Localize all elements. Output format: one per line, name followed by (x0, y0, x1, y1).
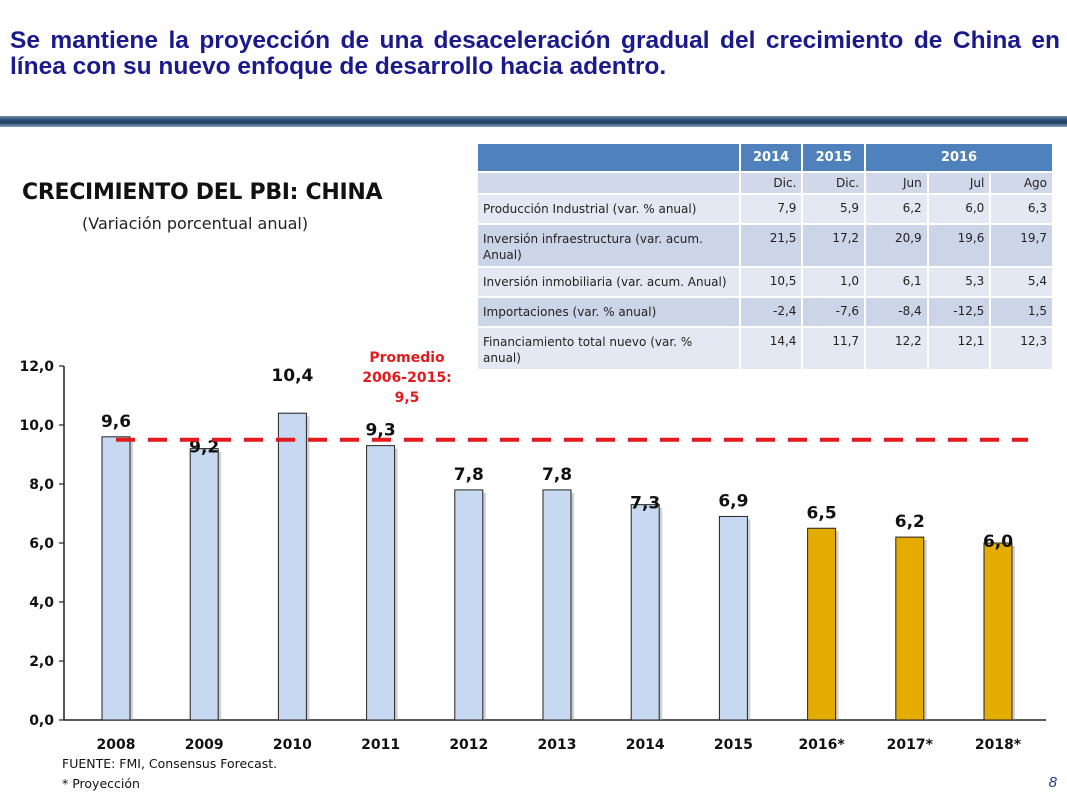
page-number: 8 (1048, 774, 1057, 791)
table-row-label: Inversión inmobiliaria (var. acum. Anual… (478, 268, 739, 296)
x-tick-label: 2011 (361, 737, 400, 753)
table-cell: 10,5 (740, 268, 802, 296)
bar-value-label: 9,3 (366, 421, 396, 441)
y-tick-label: 6,0 (29, 536, 54, 552)
table-header-blank (478, 144, 739, 171)
bar-value-label: 7,3 (630, 494, 660, 514)
table-cell: 5,3 (928, 268, 990, 296)
table-cell: 19,6 (928, 225, 990, 266)
y-tick-label: 0,0 (29, 713, 54, 729)
table-year-header: 2016 (866, 144, 1052, 171)
x-tick-label: 2012 (449, 737, 488, 753)
table-year-header: 2014 (740, 144, 802, 171)
table-cell: 6,0 (928, 195, 990, 223)
chart-title: CRECIMIENTO DEL PBI: CHINA (22, 180, 383, 205)
bar-value-label: 7,8 (542, 465, 572, 485)
table-cell: 12,1 (928, 328, 990, 369)
table-cell: 12,2 (866, 328, 927, 369)
table-cell: 1,5 (991, 298, 1052, 326)
table-period-header: Jun (866, 173, 927, 193)
bar (807, 527, 837, 721)
x-tick-label: 2015 (714, 737, 753, 753)
table-cell: 14,4 (740, 328, 802, 369)
table-row-label: Producción Industrial (var. % anual) (478, 195, 739, 223)
table-cell: 7,9 (740, 195, 802, 223)
header-divider (0, 116, 1067, 127)
table-cell: -12,5 (928, 298, 990, 326)
bar-value-label: 6,5 (807, 503, 837, 523)
table-cell: 12,3 (991, 328, 1052, 369)
table-period-header-row: Dic. Dic. Jun Jul Ago (478, 173, 1052, 193)
table-cell: -2,4 (740, 298, 802, 326)
table-cell: 11,7 (803, 328, 865, 369)
bar-value-label: 10,4 (271, 366, 313, 386)
table-cell: 21,5 (740, 225, 802, 266)
bar-value-label: 9,2 (189, 438, 219, 458)
table-cell: 6,3 (991, 195, 1052, 223)
table-cell: 6,2 (866, 195, 927, 223)
x-tick-label: 2010 (273, 737, 312, 753)
table-cell: -7,6 (803, 298, 865, 326)
bar (189, 448, 219, 721)
y-tick-label: 12,0 (19, 359, 54, 375)
y-tick-label: 8,0 (29, 477, 54, 493)
y-tick-label: 4,0 (29, 595, 54, 611)
x-tick-label: 2013 (538, 737, 577, 753)
table-row-label: Importaciones (var. % anual) (478, 298, 739, 326)
table-cell: -8,4 (866, 298, 927, 326)
bar (895, 536, 925, 721)
bar-value-label: 6,2 (895, 512, 925, 532)
table-row-label: Inversión infraestructura (var. acum. An… (478, 225, 739, 266)
page-title: Se mantiene la proyección de una desacel… (10, 27, 1060, 80)
bar (542, 489, 572, 721)
average-annotation: 9,5 (395, 390, 420, 406)
y-tick-label: 2,0 (29, 654, 54, 670)
x-tick-label: 2009 (185, 737, 224, 753)
bar (630, 504, 660, 721)
table-cell: 6,1 (866, 268, 927, 296)
x-tick-label: 2016* (798, 737, 845, 753)
x-tick-label: 2017* (887, 737, 934, 753)
projection-note: * Proyección (62, 776, 140, 791)
bar-value-label: 6,0 (983, 532, 1013, 552)
table-period-header: Ago (991, 173, 1052, 193)
table-cell: 5,4 (991, 268, 1052, 296)
table-period-header: Jul (928, 173, 990, 193)
table-period-header: Dic. (740, 173, 802, 193)
table-row: Financiamiento total nuevo (var. % anual… (478, 328, 1052, 369)
table-row-label: Financiamiento total nuevo (var. % anual… (478, 328, 739, 369)
y-tick-label: 10,0 (19, 418, 54, 434)
table-year-header: 2015 (803, 144, 865, 171)
x-tick-label: 2014 (626, 737, 665, 753)
bar (366, 445, 396, 721)
chart-subtitle: (Variación porcentual anual) (82, 214, 309, 233)
indicators-table: 2014 2015 2016 Dic. Dic. Jun Jul Ago Pro… (476, 142, 1054, 371)
bar (718, 515, 748, 721)
bar-value-label: 9,6 (101, 412, 131, 432)
table-cell: 19,7 (991, 225, 1052, 266)
table-row: Importaciones (var. % anual) -2,4 -7,6 -… (478, 298, 1052, 326)
average-annotation: Promedio (369, 350, 445, 366)
bar (983, 542, 1013, 721)
table-cell: 5,9 (803, 195, 865, 223)
bar-value-label: 6,9 (718, 491, 748, 511)
bar-value-label: 7,8 (454, 465, 484, 485)
average-annotation: 2006-2015: (362, 370, 451, 386)
table-row: Producción Industrial (var. % anual) 7,9… (478, 195, 1052, 223)
source-note: FUENTE: FMI, Consensus Forecast. (62, 756, 278, 771)
table-row: Inversión infraestructura (var. acum. An… (478, 225, 1052, 266)
table-cell: 1,0 (803, 268, 865, 296)
table-period-header: Dic. (803, 173, 865, 193)
table-year-header-row: 2014 2015 2016 (478, 144, 1052, 171)
table-subheader-blank (478, 173, 739, 193)
x-tick-label: 2008 (97, 737, 136, 753)
table-cell: 17,2 (803, 225, 865, 266)
bar (277, 412, 307, 721)
x-tick-label: 2018* (975, 737, 1022, 753)
table-row: Inversión inmobiliaria (var. acum. Anual… (478, 268, 1052, 296)
bar (101, 436, 131, 721)
table-cell: 20,9 (866, 225, 927, 266)
bar (454, 489, 484, 721)
